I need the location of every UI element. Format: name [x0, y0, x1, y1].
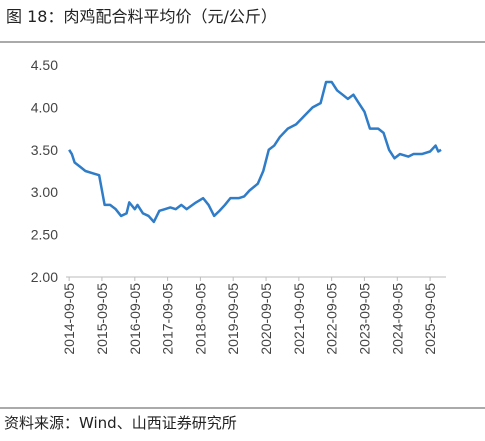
data-line — [68, 80, 442, 224]
y-tick-label: 4.00 — [31, 99, 58, 115]
x-tick-label: 2017-09-05 — [160, 283, 176, 355]
x-tick-label: 2014-09-05 — [61, 283, 77, 355]
x-tick-label: 2023-09-05 — [356, 283, 372, 355]
chart-title: 图 18：肉鸡配合料平均价（元/公斤） — [6, 7, 277, 26]
x-tick-label: 2019-09-05 — [225, 283, 241, 355]
x-tick-label: 2015-09-05 — [94, 283, 110, 355]
y-tick-label: 2.50 — [31, 227, 58, 243]
source-note: 资料来源：Wind、山西证券研究所 — [4, 414, 237, 432]
y-tick-label: 3.50 — [31, 142, 58, 158]
x-tick-label: 2021-09-05 — [291, 283, 307, 355]
y-tick-label: 4.50 — [31, 57, 58, 73]
x-tick-label: 2020-09-05 — [258, 283, 274, 355]
x-tick-label: 2016-09-05 — [127, 283, 143, 355]
x-tick-label: 2025-09-05 — [422, 283, 438, 355]
x-tick-label: 2018-09-05 — [192, 283, 208, 355]
x-tick-label: 2024-09-05 — [389, 283, 405, 355]
y-tick-label: 3.00 — [31, 184, 58, 200]
x-tick-label: 2022-09-05 — [324, 283, 340, 355]
y-tick-label: 2.00 — [31, 269, 58, 285]
